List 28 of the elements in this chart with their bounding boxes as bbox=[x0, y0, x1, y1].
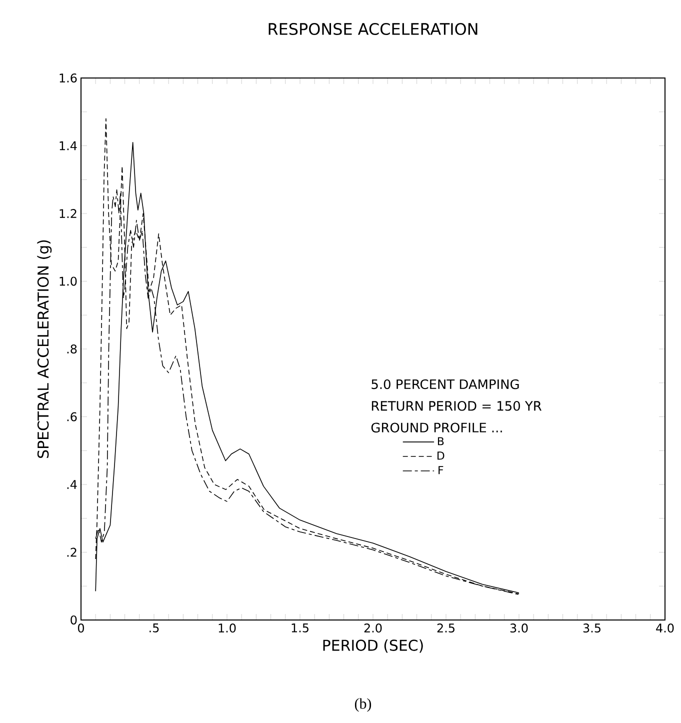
x-tick-label: 3.5 bbox=[583, 624, 600, 633]
y-tick-label: 1.6 bbox=[60, 73, 77, 83]
x-axis-title: PERIOD (SEC) bbox=[323, 639, 423, 653]
chart-title: RESPONSE ACCELERATION bbox=[268, 22, 478, 36]
y-tick-label: 0 bbox=[70, 615, 77, 625]
y-tick-label: .6 bbox=[67, 412, 77, 422]
y-tick-label: 1.2 bbox=[60, 209, 76, 218]
x-tick-label: 4.0 bbox=[656, 624, 674, 633]
x-tick-label: 1.0 bbox=[218, 624, 236, 633]
annotation: GROUND PROFILE ... bbox=[371, 422, 502, 432]
x-tick-label: 3.0 bbox=[510, 624, 528, 633]
annotation: 5.0 PERCENT DAMPING bbox=[372, 379, 519, 390]
y-tick-label: 1.4 bbox=[60, 141, 77, 150]
y-axis-title: SPECTRAL ACCELERATION (g) bbox=[37, 240, 52, 458]
x-tick-label: 2.5 bbox=[437, 624, 454, 633]
annotation: RETURN PERIOD = 150 YR bbox=[372, 401, 542, 411]
x-tick-label: 0 bbox=[78, 624, 84, 633]
legend-label: B bbox=[438, 437, 444, 446]
y-tick-label: .4 bbox=[67, 480, 77, 489]
y-tick-label: .2 bbox=[67, 548, 76, 557]
x-tick-label: .5 bbox=[150, 624, 159, 632]
y-tick-label: .8 bbox=[67, 344, 77, 354]
x-tick-label: 2.0 bbox=[364, 624, 382, 633]
x-tick-label: 1.5 bbox=[292, 624, 308, 632]
text: (b) bbox=[354, 698, 372, 712]
y-tick-label: 1.0 bbox=[60, 276, 77, 286]
legend-label: D bbox=[438, 452, 444, 460]
legend-label: F bbox=[438, 466, 444, 474]
